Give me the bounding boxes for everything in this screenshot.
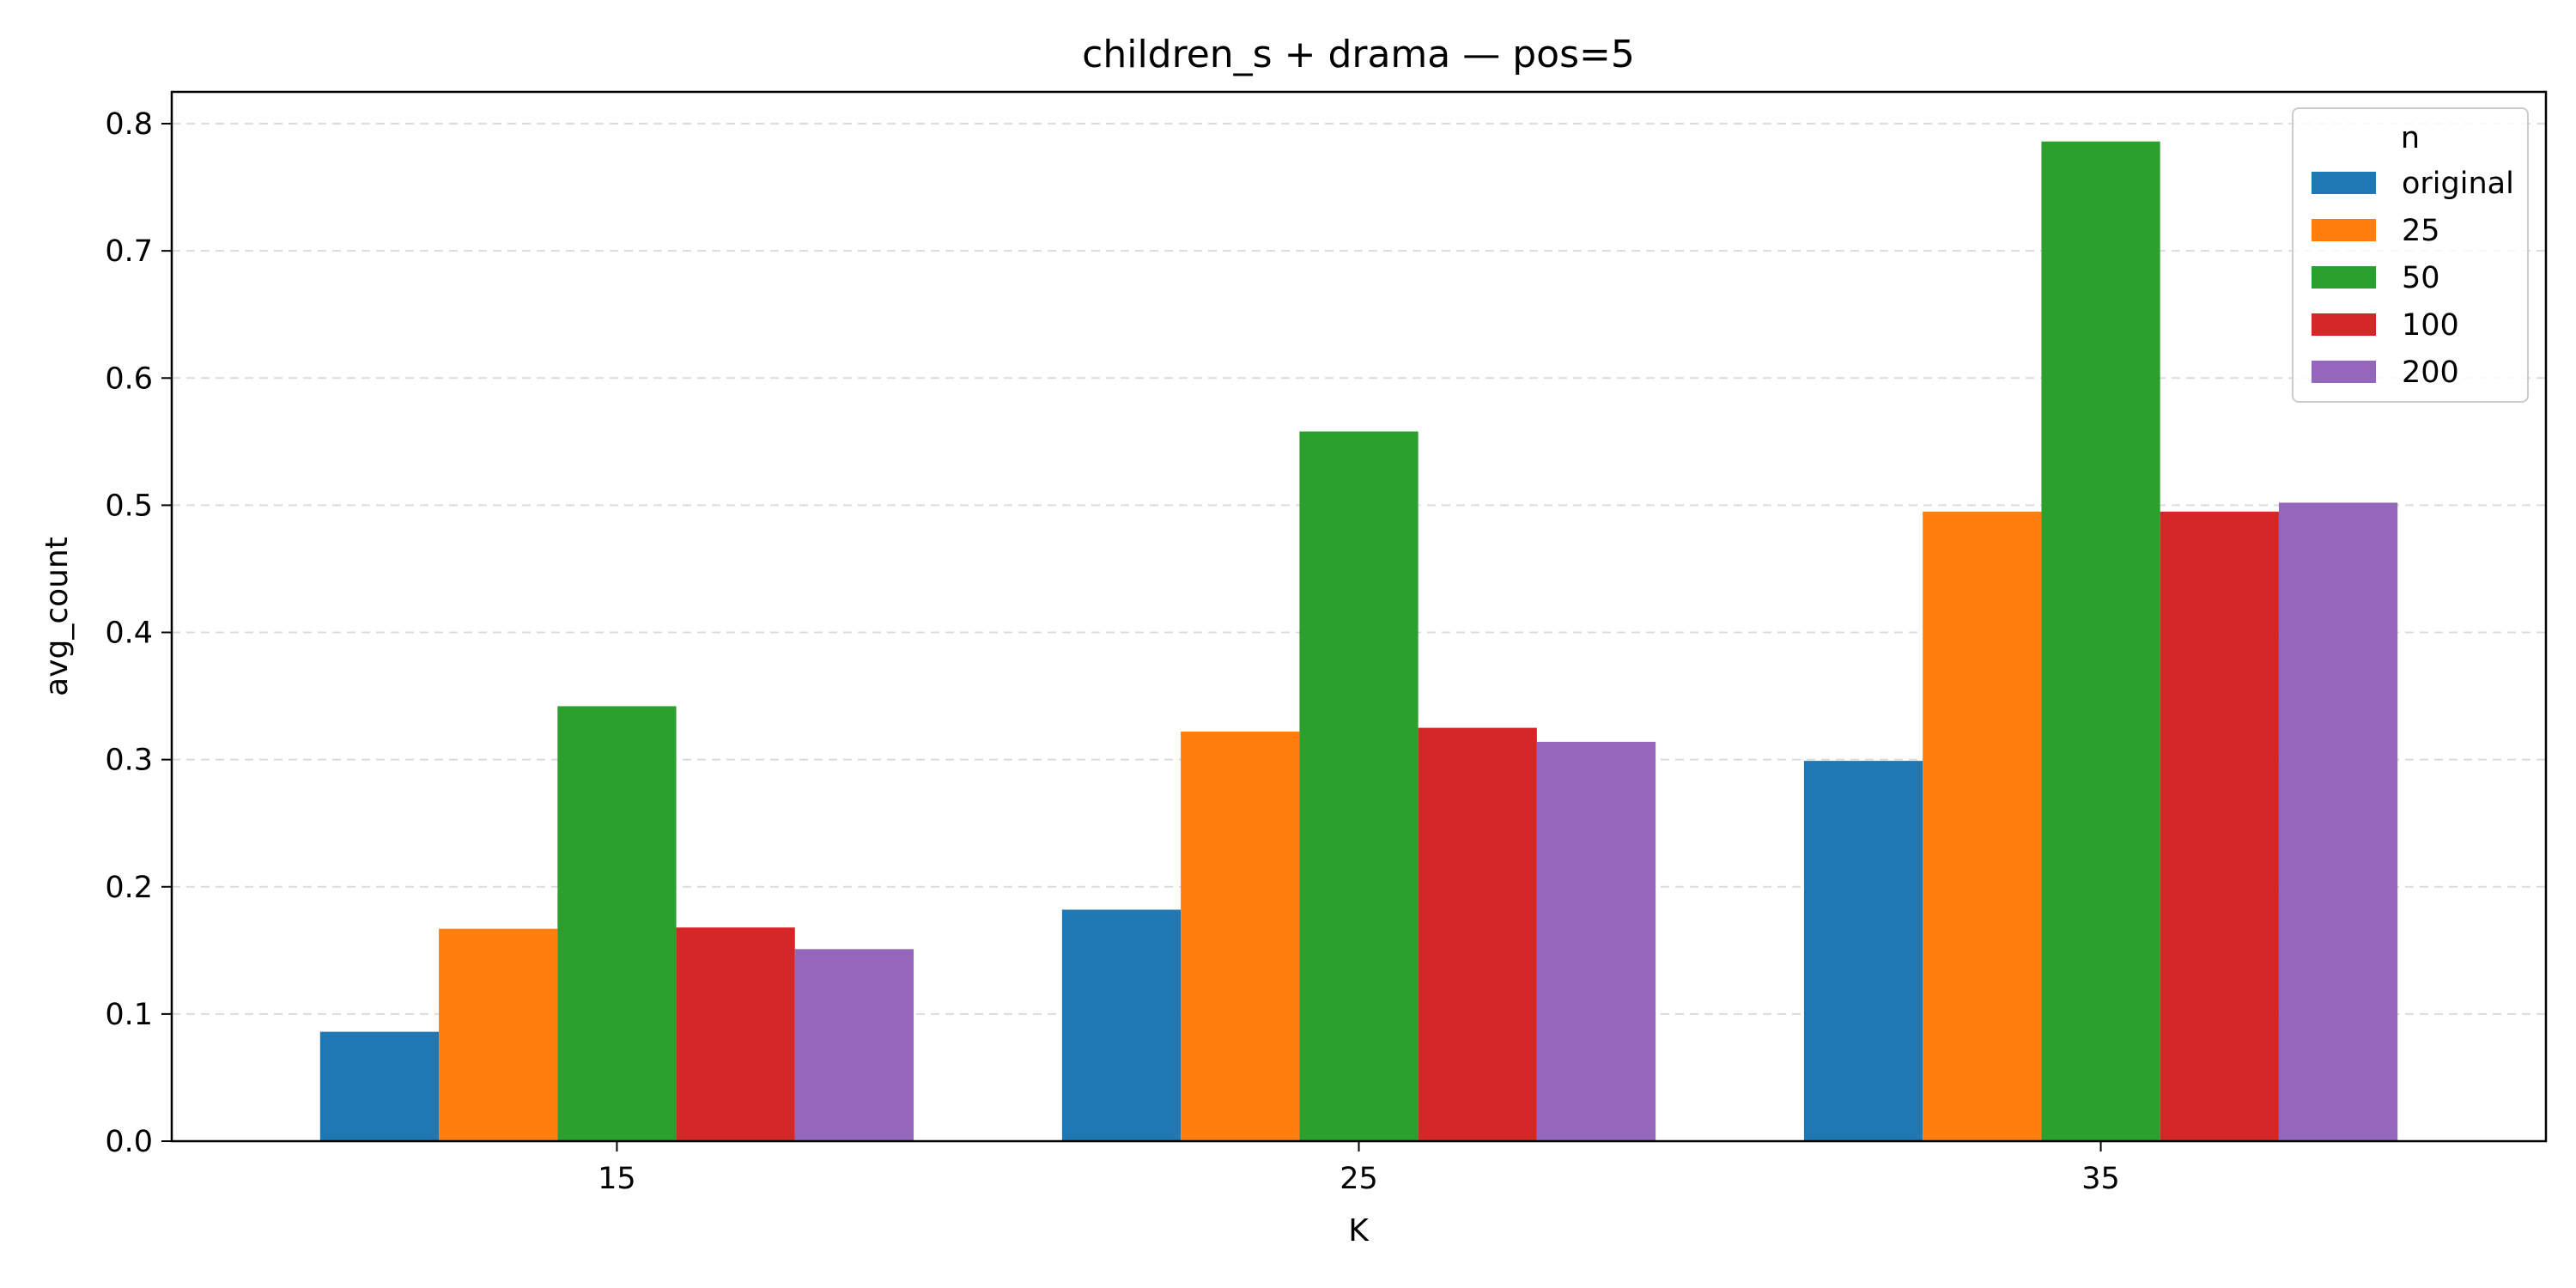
legend-swatch-original [2312,172,2376,194]
y-tick-label: 0.5 [105,489,153,523]
bar-100-k35 [2160,511,2279,1141]
legend-entries: original 25 50 100 200 [2312,167,2514,390]
legend-label-100: 100 [2402,308,2459,343]
bar-100-k15 [676,927,795,1141]
y-tick-label: 0.7 [105,234,153,269]
bar-original-k25 [1061,909,1182,1141]
bar-original-k15 [319,1031,440,1141]
legend-swatch-50 [2312,266,2376,289]
bar-25-k15 [439,928,558,1141]
legend-title: n [2401,121,2420,155]
bar-100-k25 [1418,727,1537,1141]
legend: n original 25 50 100 200 [2292,107,2529,403]
chart-title: children_s + drama — pos=5 [1082,33,1635,76]
bar-25-k35 [1923,511,2042,1141]
legend-label-50: 50 [2402,261,2440,295]
y-tick-label: 0.4 [105,617,153,651]
bar-200-k25 [1536,741,1656,1141]
bar-25-k25 [1181,732,1300,1141]
y-tick-label: 0.8 [105,107,153,142]
y-tick-label: 0.2 [105,871,153,905]
y-tick-label: 0.6 [105,361,153,396]
bar-50-k35 [2041,141,2160,1141]
x-axis: 15 25 35 [598,1141,2120,1196]
x-tick-label: 15 [598,1162,636,1196]
legend-swatch-100 [2312,313,2376,336]
y-tick-label: 0.0 [105,1125,153,1159]
y-axis-label: avg_count [39,537,75,696]
bars [319,141,2398,1141]
bar-50-k15 [557,706,677,1141]
legend-label-original: original [2402,167,2514,201]
x-tick-label: 25 [1340,1162,1378,1196]
bar-200-k35 [2278,502,2398,1141]
y-axis: 0.0 0.1 0.2 0.3 0.4 0.5 0.6 0.7 0.8 [105,107,172,1159]
bar-original-k35 [1803,761,1923,1141]
y-tick-label: 0.3 [105,744,153,778]
legend-swatch-25 [2312,219,2376,241]
legend-swatch-200 [2312,361,2376,383]
legend-label-25: 25 [2402,214,2440,248]
legend-label-200: 200 [2402,355,2459,390]
bar-200-k15 [794,949,914,1141]
x-axis-label: K [1348,1213,1370,1249]
bar-50-k25 [1299,431,1419,1141]
x-tick-label: 35 [2081,1162,2120,1196]
y-tick-label: 0.1 [105,998,153,1032]
